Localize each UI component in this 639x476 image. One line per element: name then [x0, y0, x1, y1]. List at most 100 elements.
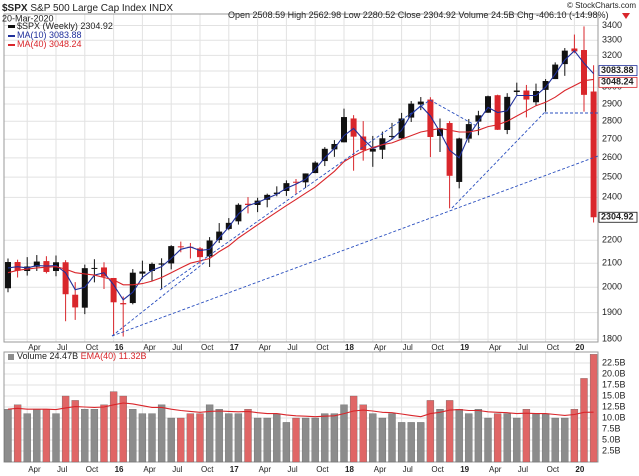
volume-bar: [445, 400, 454, 463]
volume-bar: [263, 417, 271, 463]
volume-bar: [138, 413, 147, 463]
legend-name: EMA(40): [81, 351, 117, 361]
candle-body: [408, 103, 415, 118]
volume-bar: [100, 404, 108, 463]
volume-bar: [282, 422, 291, 463]
legend-name: Volume: [17, 351, 47, 361]
volume-bar: [167, 417, 175, 463]
y-tick-label: 5.0B: [602, 434, 621, 444]
candle-body: [321, 148, 328, 162]
y-tick-label: 22.5B: [602, 357, 626, 367]
candle-body: [561, 50, 568, 65]
volume-bar: [541, 413, 550, 463]
value-box-label: 2304.92: [601, 212, 634, 222]
volume-bar: [234, 413, 243, 463]
x-tick-label: Jul: [518, 465, 528, 474]
candle-body: [312, 162, 319, 174]
quote-value: 2508.59: [253, 10, 286, 20]
candle-body: [456, 138, 463, 182]
candle-body: [542, 81, 549, 90]
candle-body: [485, 96, 491, 113]
candle-body: [341, 117, 347, 143]
x-tick-label: Oct: [431, 465, 444, 474]
x-tick-label: 18: [345, 465, 354, 474]
candle-body: [273, 192, 280, 195]
x-tick-label: Jul: [518, 343, 528, 352]
volume-bar: [13, 404, 22, 463]
subtitle: S&P 500 Large Cap Index: [30, 3, 146, 14]
y-tick-label: 7.5B: [602, 423, 621, 433]
candle-body: [552, 64, 559, 80]
volume-bar: [205, 404, 214, 463]
x-tick-label: Jul: [57, 343, 67, 352]
x-tick-label: Apr: [143, 343, 156, 352]
moving-average: [7, 49, 595, 301]
trend-lines: [111, 99, 599, 337]
trend-line: [429, 99, 481, 129]
volume-bar: [417, 422, 425, 463]
volume-bar: [42, 409, 51, 463]
x-tick-label: Oct: [547, 343, 560, 352]
x-tick-label: Apr: [374, 343, 387, 352]
candle-body: [139, 271, 146, 274]
moving-average: [7, 78, 594, 286]
volume-bar: [378, 417, 387, 463]
legend-entry: MA(40) 3048.24: [17, 39, 82, 49]
x-tick-label: Jul: [403, 465, 413, 474]
volume-bar: [61, 395, 70, 463]
y-tick-label: 2800: [602, 116, 622, 126]
y-tick-label: 2900: [602, 98, 622, 108]
y-tick-label: 3400: [602, 20, 622, 30]
x-tick-label: 20: [575, 343, 584, 352]
x-tick-label: 19: [460, 343, 469, 352]
candle-body: [302, 173, 309, 183]
volume-bar: [388, 413, 396, 463]
volume-bar: [119, 395, 127, 463]
quote-value: 2562.98: [309, 10, 342, 20]
volume-bar: [273, 413, 281, 463]
legend-value: 24.47B: [50, 351, 79, 361]
x-tick-label: Oct: [201, 465, 214, 474]
x-tick-label: Oct: [86, 343, 99, 352]
x-tick-label: Jul: [403, 343, 413, 352]
volume-bar: [340, 404, 348, 463]
quote-value: 2280.52: [363, 10, 396, 20]
volume-bar: [215, 409, 223, 463]
volume-bar: [52, 413, 60, 463]
trend-line: [451, 111, 546, 209]
candle-body: [590, 91, 597, 218]
candle-body: [129, 272, 136, 304]
volume-bar: [407, 422, 415, 463]
volume-bar: [311, 417, 319, 463]
candle-body: [398, 118, 405, 139]
legend-swatch: [8, 44, 15, 46]
candle-body: [504, 96, 511, 130]
candle-body: [533, 91, 539, 103]
y-tick-label: 2700: [602, 134, 622, 144]
y-tick-label: 1900: [602, 307, 622, 317]
quote-value: 2304.92: [423, 10, 456, 20]
candle-body: [417, 101, 424, 105]
y-tick-label: 2100: [602, 258, 622, 268]
value-box-label: 3048.24: [601, 77, 634, 87]
candle-body: [389, 135, 395, 137]
volume-bar: [90, 409, 99, 463]
trend-line: [159, 99, 431, 291]
legend-name: $SPX (Weekly): [17, 21, 78, 31]
candle-body: [293, 181, 299, 183]
x-tick-label: Apr: [374, 465, 387, 474]
candle-body: [581, 50, 587, 95]
volume-bar: [493, 413, 502, 463]
x-tick-label: 18: [345, 343, 354, 352]
legend-swatch: [8, 25, 15, 28]
candle-body: [168, 246, 175, 264]
x-tick-label: Apr: [143, 465, 156, 474]
candle-body: [81, 268, 88, 308]
candle-body: [465, 124, 472, 139]
value-box: [598, 76, 638, 88]
legend-entry: $SPX (Weekly) 2304.92: [17, 21, 113, 31]
volume-bar: [455, 409, 463, 463]
x-tick-label: Oct: [316, 465, 329, 474]
volume-bar: [186, 413, 195, 463]
